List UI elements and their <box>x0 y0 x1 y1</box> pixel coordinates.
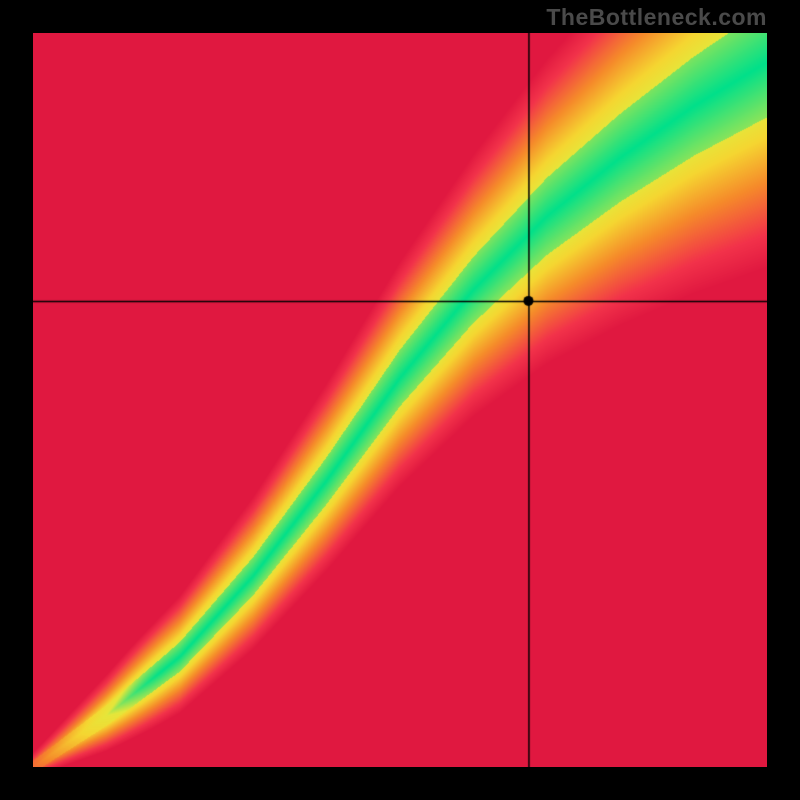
bottleneck-heatmap <box>33 33 767 767</box>
watermark-text: TheBottleneck.com <box>546 4 767 31</box>
chart-container: TheBottleneck.com <box>0 0 800 800</box>
